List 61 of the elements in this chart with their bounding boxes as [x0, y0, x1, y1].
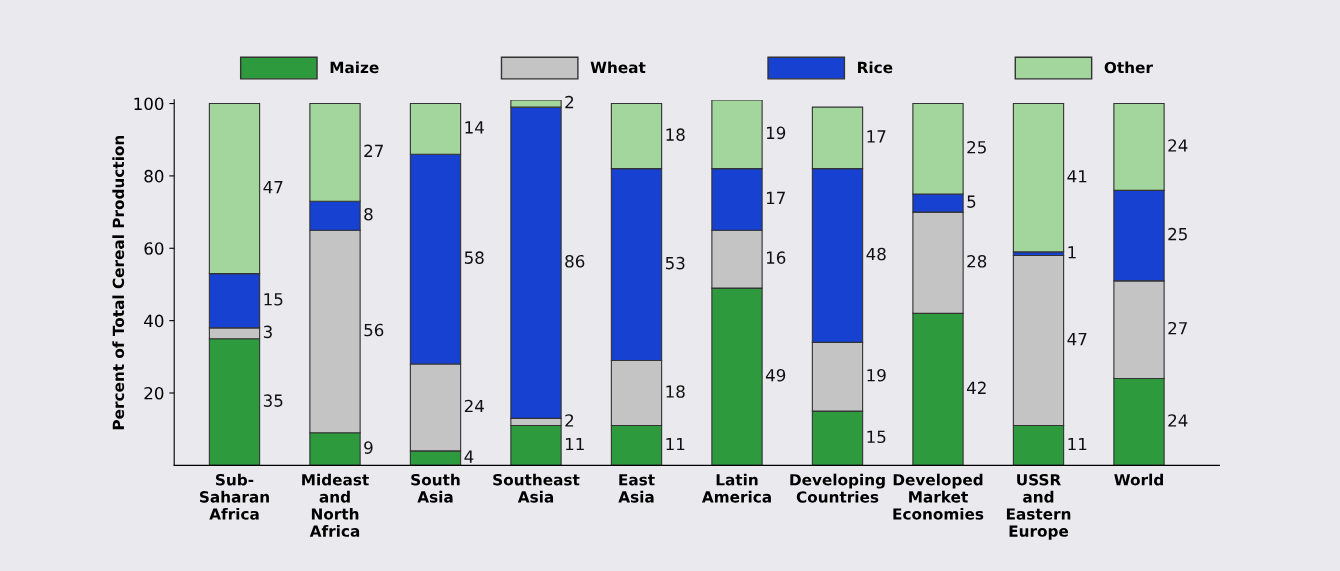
data-label: 18	[666, 385, 685, 398]
data-label: 15	[867, 430, 886, 444]
data-label: 53	[665, 256, 685, 270]
y-tick-label: 100	[134, 97, 164, 111]
data-label: 47	[1067, 332, 1087, 346]
data-label: 28	[967, 254, 987, 268]
data-label: 19	[867, 368, 886, 382]
data-label: 8	[364, 207, 373, 221]
x-tick-label: USSR and Eastern Europe	[1006, 473, 1071, 540]
x-tick-label: Latin America	[701, 473, 771, 503]
legend-label: Wheat	[590, 61, 646, 74]
data-label: 11	[565, 437, 584, 451]
bar	[1012, 102, 1065, 253]
y-tick-label: 40	[144, 314, 164, 328]
data-label: 19	[766, 126, 786, 140]
data-label: 41	[1067, 170, 1087, 183]
data-label: 49	[765, 368, 786, 382]
legend-label: Rice	[858, 61, 893, 74]
data-label: 5	[967, 195, 976, 208]
data-label: 27	[1168, 321, 1187, 335]
data-label: 48	[866, 247, 886, 261]
data-label: 9	[364, 441, 373, 454]
data-label: 27	[364, 144, 383, 157]
data-label: 24	[464, 399, 484, 413]
data-label: 24	[1168, 414, 1188, 427]
x-tick-label: Mideast and North Africa	[302, 473, 369, 537]
data-label: 56	[364, 323, 384, 337]
data-label: 25	[1168, 227, 1187, 241]
data-label: 24	[1168, 139, 1188, 152]
data-label: 4	[464, 450, 474, 463]
data-label: 42	[966, 381, 986, 394]
data-label: 18	[666, 128, 685, 141]
data-label: 58	[464, 251, 484, 264]
x-tick-label: World	[1114, 473, 1163, 486]
x-tick-label: Developing Countries	[790, 473, 885, 503]
data-label: 11	[666, 437, 685, 451]
data-label: 35	[263, 394, 283, 407]
data-label: 47	[263, 181, 283, 194]
x-tick-label: Developed Market Economies	[893, 473, 984, 520]
data-label: 25	[967, 141, 986, 154]
legend-label: Maize	[330, 61, 379, 74]
x-tick-label: South Asia	[411, 473, 460, 503]
data-label: 17	[766, 191, 785, 205]
x-tick-label: Southeast Asia	[493, 473, 580, 503]
y-tick-label: 80	[144, 169, 164, 183]
data-label: 16	[766, 251, 786, 264]
x-tick-label: East Asia	[618, 474, 655, 503]
x-tick-label: Sub- Saharan Africa	[199, 473, 269, 520]
data-label: 86	[565, 254, 585, 268]
data-label: 1	[1068, 246, 1076, 259]
y-axis-title: Percent of Total Cereal Production	[112, 135, 125, 430]
data-label: 14	[465, 121, 484, 134]
legend-label: Other	[1104, 61, 1153, 74]
data-label: 2	[565, 414, 574, 427]
y-tick-label: 60	[144, 242, 164, 255]
data-label: 17	[867, 130, 886, 143]
data-label: 2	[565, 95, 574, 109]
data-label: 11	[1068, 437, 1087, 451]
y-tick-label: 20	[144, 386, 164, 400]
data-label: 3	[263, 325, 272, 339]
data-label: 15	[264, 293, 283, 306]
